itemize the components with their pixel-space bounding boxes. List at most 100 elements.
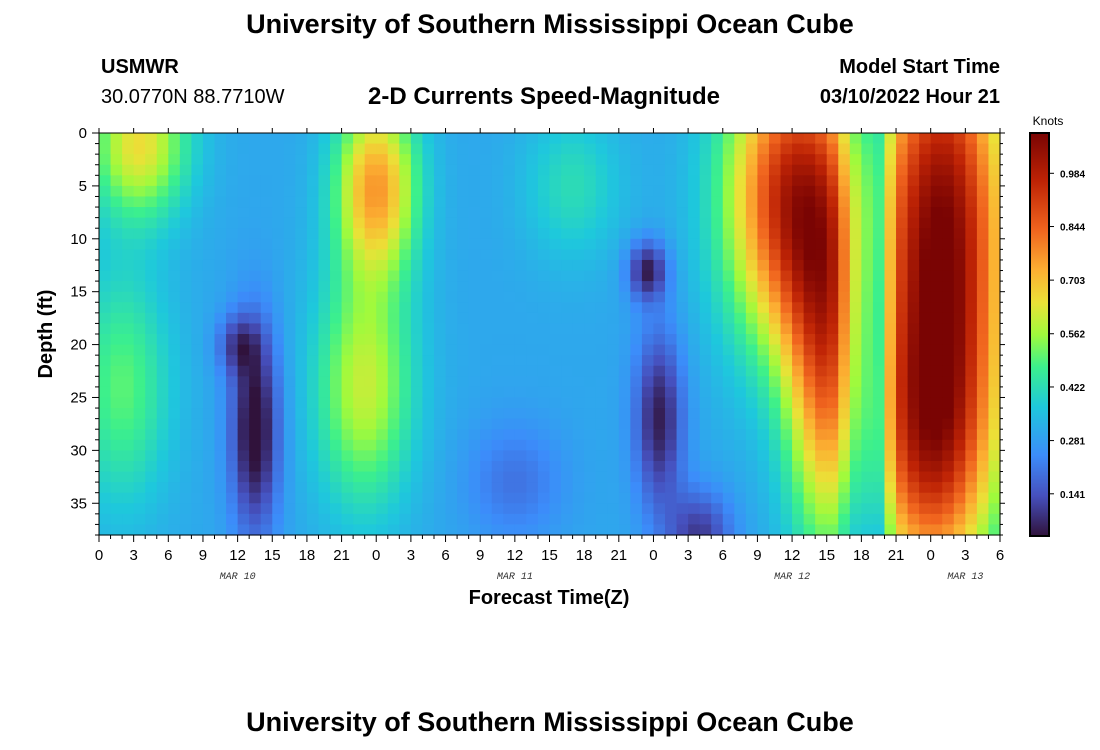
heatmap-cell [480, 482, 493, 494]
x-tick-label: 9 [199, 547, 207, 564]
heatmap-cell [526, 302, 539, 314]
heatmap-cell [861, 344, 874, 356]
heatmap-cell [872, 323, 886, 335]
heatmap-cell [145, 450, 158, 462]
heatmap-cell [226, 460, 239, 473]
heatmap-cell [318, 397, 331, 409]
heatmap-cell [919, 503, 932, 515]
heatmap-cell [630, 429, 643, 441]
heatmap-cell [953, 418, 966, 430]
heatmap-cell [156, 217, 169, 229]
heatmap-cell [896, 228, 909, 240]
heatmap-cell [699, 482, 712, 494]
heatmap-cell [815, 312, 828, 325]
heatmap-cell [734, 397, 747, 409]
heatmap-cell [872, 503, 886, 515]
heatmap-cell [641, 471, 655, 483]
heatmap-cell [896, 482, 909, 494]
heatmap-cell [745, 376, 759, 388]
heatmap-cell [607, 471, 620, 483]
heatmap-cell [676, 503, 689, 515]
heatmap-cell [295, 450, 308, 462]
heatmap-cell [688, 471, 701, 483]
heatmap-cell [445, 185, 458, 198]
heatmap-cell [792, 133, 805, 145]
heatmap-cell [376, 334, 389, 346]
heatmap-cell [896, 439, 909, 451]
heatmap-cell [734, 492, 747, 504]
heatmap-cell [480, 270, 493, 282]
heatmap-cell [468, 196, 481, 208]
heatmap-cell [433, 302, 447, 314]
heatmap-cell [896, 207, 909, 219]
heatmap-cell [584, 355, 597, 367]
heatmap-cell [526, 281, 539, 293]
heatmap-cell [410, 164, 424, 176]
heatmap-cell [445, 196, 458, 208]
heatmap-cell [595, 228, 608, 240]
heatmap-cell [191, 228, 204, 240]
heatmap-cell [445, 175, 458, 187]
heatmap-cell [572, 259, 585, 272]
heatmap-cell [919, 302, 932, 314]
heatmap-cell [792, 334, 805, 346]
heatmap-cell [930, 207, 943, 219]
heatmap-cell [445, 217, 458, 229]
heatmap-cell [549, 439, 562, 451]
heatmap-cell [618, 397, 631, 409]
heatmap-cell [318, 143, 331, 155]
heatmap-cell [191, 154, 204, 166]
heatmap-cell [919, 460, 932, 473]
heatmap-cell [618, 524, 631, 536]
heatmap-cell [399, 450, 412, 462]
heatmap-cell [722, 302, 735, 314]
heatmap-cell [676, 397, 689, 409]
heatmap-cell [699, 344, 712, 356]
heatmap-cell [122, 344, 135, 356]
heatmap-cell [988, 281, 1001, 293]
heatmap-cell [503, 323, 516, 335]
heatmap-cell [699, 355, 712, 367]
heatmap-cell [584, 450, 597, 462]
heatmap-cell [872, 302, 886, 314]
heatmap-cell [838, 397, 851, 409]
heatmap-cell [722, 312, 735, 325]
heatmap-cell [919, 259, 932, 272]
heatmap-cell [665, 524, 678, 536]
heatmap-cell [884, 408, 897, 420]
heatmap-cell [376, 344, 389, 356]
colorbar-tick-label: 0.984 [1060, 169, 1085, 180]
heatmap-cell [930, 281, 943, 293]
heatmap-cell [249, 365, 262, 377]
heatmap-cell [595, 323, 608, 335]
heatmap-cell [272, 365, 285, 377]
heatmap-cell [630, 281, 643, 293]
heatmap-cell [202, 249, 216, 261]
heatmap-cell [353, 281, 366, 293]
heatmap-cell [376, 365, 389, 377]
heatmap-cell [133, 323, 146, 335]
heatmap-cell [803, 524, 816, 536]
heatmap-cell [491, 270, 504, 282]
heatmap-cell [965, 207, 978, 219]
heatmap-cell [965, 503, 978, 515]
heatmap-cell [722, 492, 735, 504]
heatmap-cell [237, 344, 250, 356]
heatmap-cell [237, 397, 250, 409]
heatmap-cell [364, 164, 377, 176]
heatmap-cell [768, 207, 782, 219]
heatmap-cell [399, 270, 412, 282]
heatmap-cell [445, 429, 458, 441]
heatmap-cell [653, 334, 666, 346]
heatmap-cell [318, 270, 331, 282]
heatmap-cell [699, 312, 712, 325]
heatmap-cell [849, 450, 862, 462]
heatmap-cell [815, 386, 828, 399]
heatmap-cell [757, 217, 770, 229]
heatmap-cell [468, 460, 481, 473]
heatmap-cell [376, 376, 389, 388]
heatmap-cell [826, 207, 839, 219]
heatmap-cell [514, 291, 527, 303]
heatmap-cell [526, 503, 539, 515]
heatmap-cell [942, 344, 955, 356]
